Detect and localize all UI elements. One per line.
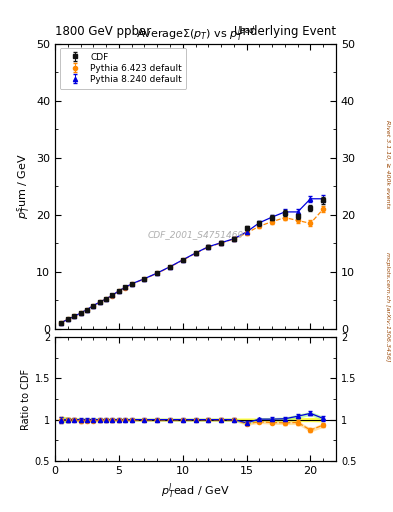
Text: 1800 GeV ppbar: 1800 GeV ppbar <box>55 26 151 38</box>
X-axis label: $p_T^l$ead / GeV: $p_T^l$ead / GeV <box>161 481 230 501</box>
Text: CDF_2001_S4751469: CDF_2001_S4751469 <box>147 230 244 239</box>
Title: Average$\Sigma$($p_T$) vs $p_T^{lead}$: Average$\Sigma$($p_T$) vs $p_T^{lead}$ <box>136 24 255 44</box>
Text: mcplots.cern.ch [arXiv:1306.3436]: mcplots.cern.ch [arXiv:1306.3436] <box>385 252 389 362</box>
Legend: CDF, Pythia 6.423 default, Pythia 8.240 default: CDF, Pythia 6.423 default, Pythia 8.240 … <box>59 48 187 89</box>
Y-axis label: Ratio to CDF: Ratio to CDF <box>20 369 31 430</box>
Text: Rivet 3.1.10, ≥ 400k events: Rivet 3.1.10, ≥ 400k events <box>385 120 389 208</box>
Y-axis label: $p_T^s$um / GeV: $p_T^s$um / GeV <box>15 153 32 219</box>
Text: Underlying Event: Underlying Event <box>234 26 336 38</box>
